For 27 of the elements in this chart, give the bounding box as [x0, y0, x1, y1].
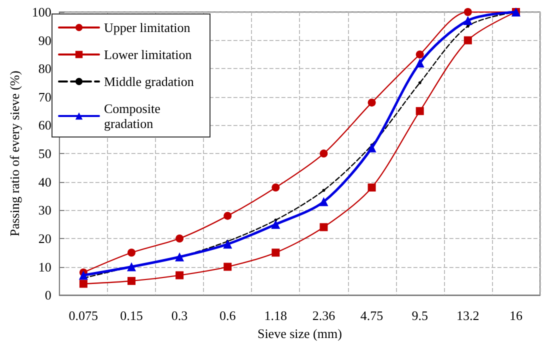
- x-tick-label: 9.5: [412, 308, 428, 324]
- y-tick-label: 20: [38, 230, 52, 246]
- y-tick-label: 70: [38, 89, 52, 104]
- legend-label: Middle gradation: [104, 74, 194, 89]
- x-tick-label: 0.6: [219, 308, 236, 324]
- x-tick-label: 13.2: [456, 308, 480, 324]
- x-tick-label: 0.3: [171, 308, 188, 324]
- x-tick-label: 1.18: [264, 308, 288, 324]
- x-tick-label: 0.15: [120, 308, 143, 324]
- x-tick-label: 4.75: [360, 308, 384, 324]
- y-tick-label: 40: [38, 174, 52, 190]
- legend-label: Lower limitation: [104, 47, 192, 62]
- y-tick-label: 0: [44, 288, 52, 303]
- y-tick-label: 100: [32, 4, 52, 20]
- legend-label: Composite gradation: [104, 101, 164, 131]
- y-axis-title: Passing ratio of every sieve (%): [7, 70, 22, 236]
- y-tick-label: 50: [38, 146, 52, 162]
- y-tick-label: 30: [38, 202, 52, 218]
- x-axis-title: Sieve size (mm): [257, 326, 342, 341]
- x-tick-label: 2.36: [312, 308, 336, 324]
- legend-label: Upper limitation: [104, 20, 191, 35]
- y-tick-label: 60: [38, 118, 52, 133]
- y-tick-label: 80: [38, 61, 52, 76]
- y-tick-label: 90: [38, 32, 52, 48]
- x-tick-label: 0.075: [68, 308, 98, 324]
- y-tick-label: 10: [38, 259, 52, 274]
- x-tick-label: 16: [509, 308, 523, 324]
